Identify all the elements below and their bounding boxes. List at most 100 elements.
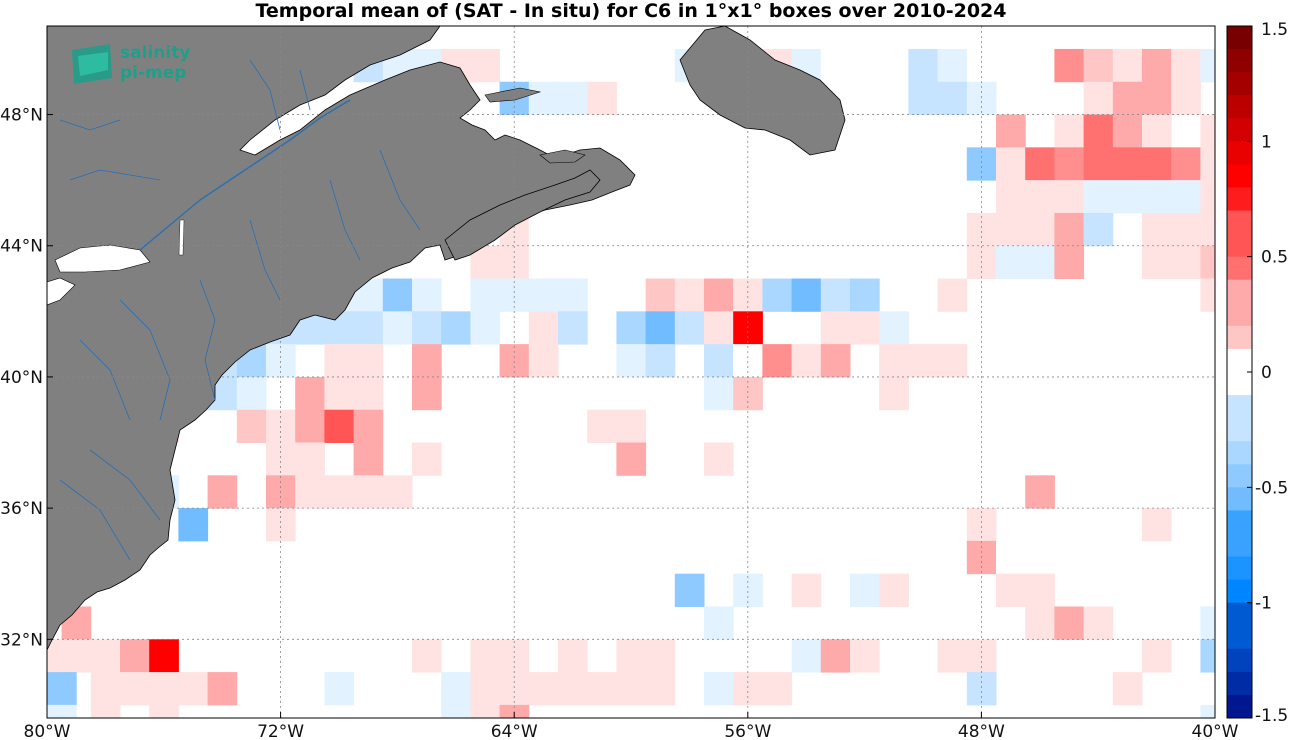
heatmap-cell [645,639,676,673]
colorbar-segment [1227,556,1252,581]
heatmap-cell [207,672,238,706]
logo-text-line1: salinity [120,43,190,63]
map-title: Temporal mean of (SAT - In situ) for C6 … [255,0,1007,22]
heatmap-cell [1200,245,1215,280]
heatmap-cell [120,639,150,673]
heatmap-cell [1083,147,1114,181]
colorbar-tick-label: -1 [1255,594,1272,614]
heatmap-cell [1025,606,1055,640]
newfoundland [679,26,846,156]
heatmap-cell [353,475,384,509]
heatmap-cell [1200,212,1215,247]
nova-scotia [444,169,601,261]
heatmap-cell [996,540,1026,575]
colorbar-segment [1227,325,1252,350]
colorbar-segment [1227,533,1252,558]
prince-edward-island [539,149,586,164]
heatmap-cell [353,442,384,476]
heatmap-cell [1054,212,1085,247]
heatmap-cell [879,376,909,411]
colorbar-segment [1227,395,1252,419]
heatmap-cell [470,639,501,673]
heatmap-cell [178,508,209,542]
heatmap-cell [441,672,471,706]
heatmap-cell [850,278,880,312]
heatmap-cell [295,442,325,476]
heatmap-cell [645,278,676,312]
heatmap-cell [1025,180,1055,214]
heatmap-cell [616,344,647,378]
heatmap-cell [3,541,33,574]
colorbar-segment [1227,233,1252,258]
heatmap-cell [616,639,647,673]
colorbar-segment [1227,602,1252,627]
heatmap-cell [149,672,179,706]
heatmap-cell [1200,278,1215,312]
heatmap-cell [207,475,238,509]
heatmap-cell [704,311,734,345]
colorbar: 1.5 1 0.5 0 -0.5 -1 -1.5 [1226,20,1288,726]
heatmap-cell [528,81,559,116]
heatmap-cell [820,311,851,345]
heatmap-cell [1054,48,1085,83]
heatmap-cell [587,409,617,444]
heatmap-cell [1171,180,1201,214]
colorbar-segment [1227,441,1252,465]
colorbar-tick-label: 0.5 [1261,248,1288,268]
heatmap-cell [1054,245,1085,280]
colorbar-segment [1227,510,1252,534]
heatmap-cell [1025,212,1055,247]
heatmap-cell [879,311,909,345]
heatmap-cell [1142,48,1172,83]
logo-text-line2: pi-mep [120,63,186,83]
heatmap-cell [1083,180,1114,214]
colorbar-segment [1227,418,1252,442]
heatmap-cell [528,245,559,280]
heatmap-cell [528,344,559,378]
heatmap-cell [966,212,997,247]
heatmap-cell [1054,147,1085,181]
lake-ontario [54,244,151,273]
heatmap-cell [704,606,734,640]
heatmap-cell [470,48,501,83]
heatmap-cell [1112,48,1143,83]
heatmap-cell [1200,639,1215,673]
heatmap-cell [937,48,968,83]
heatmap-cell [295,376,325,411]
heatmap-cell [587,672,617,706]
heatmap-cell [558,672,588,706]
heatmap-cell [908,344,939,378]
heatmap-cell [674,573,705,607]
heatmap-cell [412,278,442,312]
heatmap-cell [791,344,822,378]
y-tick-label: 32°N [0,630,43,650]
heatmap-cell [704,376,734,411]
colorbar-segment [1227,72,1252,96]
heatmap-cell [762,672,793,706]
colorbar-segment [1227,694,1252,719]
heatmap-cell [470,311,501,345]
colorbar-segment [1227,464,1252,488]
heatmap-cell [412,344,442,378]
lake-champlain [178,219,185,256]
heatmap-cell [616,311,647,345]
heatmap-cell [236,409,267,444]
heatmap-cell [353,344,384,378]
heatmap-cell [324,672,355,706]
heatmap-cell [149,704,179,718]
heatmap-cell [353,376,384,411]
heatmap-cell [1171,48,1201,83]
heatmap-cell [1142,245,1172,280]
heatmap-cell [996,147,1026,181]
heatmap-cell [149,639,179,673]
heatmap-cell [47,639,63,673]
lake-erie [47,277,76,306]
heatmap-cell [850,311,880,345]
heatmap-cell [1171,147,1201,181]
heatmap-cell [295,409,325,444]
colorbar-segment [1227,348,1252,373]
heatmap-cell [820,344,851,378]
heatmap-cell [1142,212,1172,247]
heatmap-cell [1200,704,1215,718]
heatmap-cell [1025,475,1055,509]
